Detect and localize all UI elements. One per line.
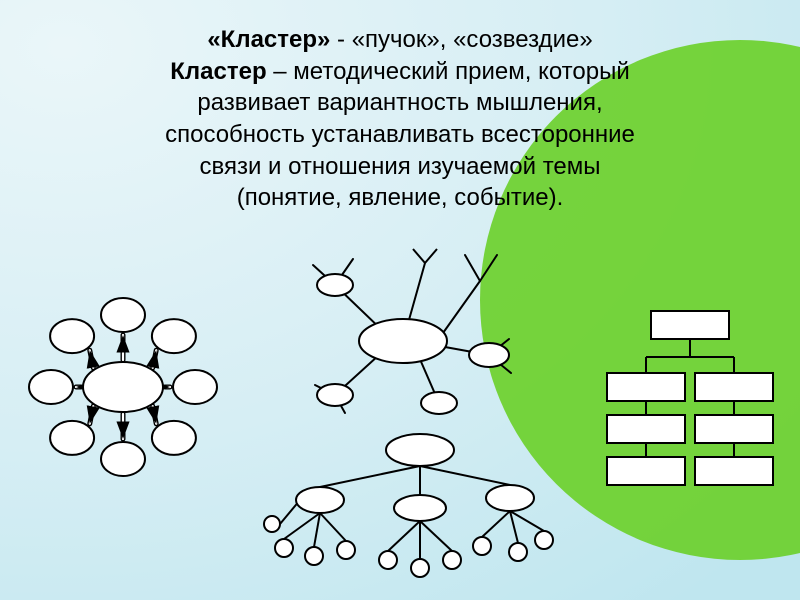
title-rest: - «пучок», «созвездие» [330, 26, 592, 53]
diagram-irregular-mindmap [275, 245, 525, 415]
definition-text: «Кластер» - «пучок», «созвездие» Кластер… [0, 24, 800, 214]
def-rest: – методический прием, который [267, 58, 630, 85]
diagram-hierarchy-boxes [595, 305, 785, 555]
title-term: «Кластер» [207, 26, 330, 53]
def-line3: развивает вариантность мышления, [0, 87, 800, 119]
slide: «Кластер» - «пучок», «созвездие» Кластер… [0, 0, 800, 600]
def-line6: (понятие, явление, событие). [0, 182, 800, 214]
def-term: Кластер [170, 58, 266, 85]
diagram-tree-ellipses [260, 420, 560, 590]
def-line5: связи и отношения изучаемой темы [0, 151, 800, 183]
diagram-radial-hub [8, 275, 238, 485]
def-line4: способность устанавливать всесторонние [0, 119, 800, 151]
